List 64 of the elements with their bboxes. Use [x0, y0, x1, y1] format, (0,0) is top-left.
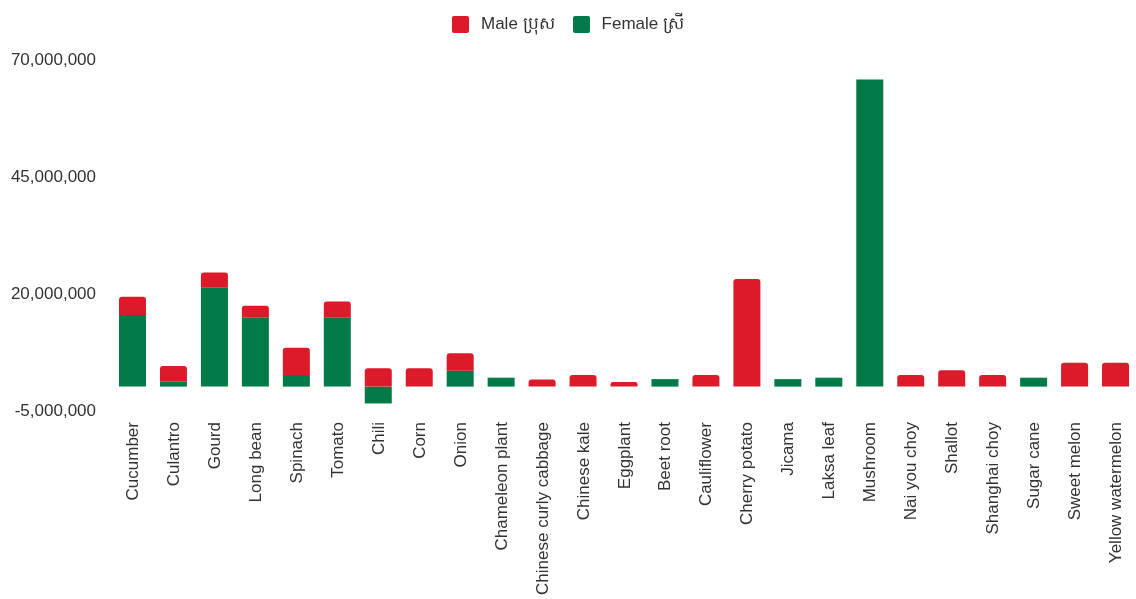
x-tick-label: Spinach — [286, 422, 306, 484]
bar — [446, 353, 474, 371]
bar — [364, 368, 392, 387]
bar — [200, 287, 228, 387]
bar — [241, 305, 269, 318]
y-tick-label: 20,000,000 — [10, 284, 96, 304]
x-tick-label: Sweet melon — [1065, 422, 1085, 521]
x-tick-label: Beet root — [655, 421, 675, 491]
legend-label: Female ស្រី — [601, 12, 684, 36]
x-tick-label: Culantro — [163, 422, 183, 487]
bar — [569, 374, 597, 387]
bar — [405, 368, 433, 387]
bar — [528, 379, 556, 387]
bar — [610, 381, 638, 387]
bar — [119, 296, 146, 315]
bar — [159, 381, 187, 387]
x-tick-label: Chili — [368, 422, 388, 456]
bar — [1020, 377, 1048, 387]
x-tick-label: Jicama — [778, 421, 798, 476]
bar — [815, 377, 843, 387]
bar — [774, 379, 802, 387]
x-tick-label: Long bean — [245, 422, 265, 503]
bar — [364, 386, 392, 404]
x-tick-label: Chinese curly cabbage — [532, 422, 552, 595]
bar — [241, 317, 269, 387]
bar — [119, 315, 146, 387]
bar — [897, 374, 925, 387]
bar — [446, 370, 474, 387]
legend-label: Male ប្រុស — [481, 13, 555, 37]
x-tick-label: Eggplant — [614, 421, 634, 490]
x-tick-label: Chameleon plant — [491, 421, 511, 551]
bar — [692, 374, 720, 387]
bar — [323, 317, 351, 387]
bar — [979, 374, 1007, 387]
bar — [1102, 362, 1130, 387]
bar — [733, 278, 761, 387]
x-tick-label: Onion — [450, 422, 470, 468]
x-tick-label: Yellow watermelon — [1106, 422, 1126, 564]
x-tick-label: Corn — [409, 422, 429, 459]
bar — [487, 377, 515, 387]
bar — [323, 301, 351, 318]
x-tick-label: Tomato — [327, 422, 347, 478]
bar — [159, 366, 187, 382]
bar — [938, 370, 966, 387]
bar — [282, 347, 310, 375]
bar — [856, 79, 884, 387]
bar — [651, 379, 679, 387]
x-tick-label: Nai you choy — [901, 421, 921, 521]
x-tick-label: Laksa leaf — [819, 421, 839, 500]
y-tick-label: -5,000,000 — [14, 401, 96, 421]
bar — [200, 272, 228, 288]
x-tick-label: Chinese kale — [573, 422, 593, 521]
x-tick-label: Shanghai choy — [983, 421, 1003, 535]
x-tick-label: Gourd — [204, 422, 224, 470]
bar — [282, 374, 310, 387]
x-tick-label: Cucumber — [122, 421, 142, 501]
x-tick-label: Mushroom — [860, 422, 880, 503]
x-tick-label: Sugar cane — [1024, 422, 1044, 509]
y-tick-label: 70,000,000 — [10, 50, 96, 70]
x-tick-label: Cauliflower — [696, 421, 716, 507]
x-tick-label: Cherry potato — [737, 422, 757, 525]
x-tick-label: Shallot — [942, 421, 962, 474]
bar — [1061, 362, 1089, 387]
y-tick-label: 45,000,000 — [10, 167, 96, 187]
